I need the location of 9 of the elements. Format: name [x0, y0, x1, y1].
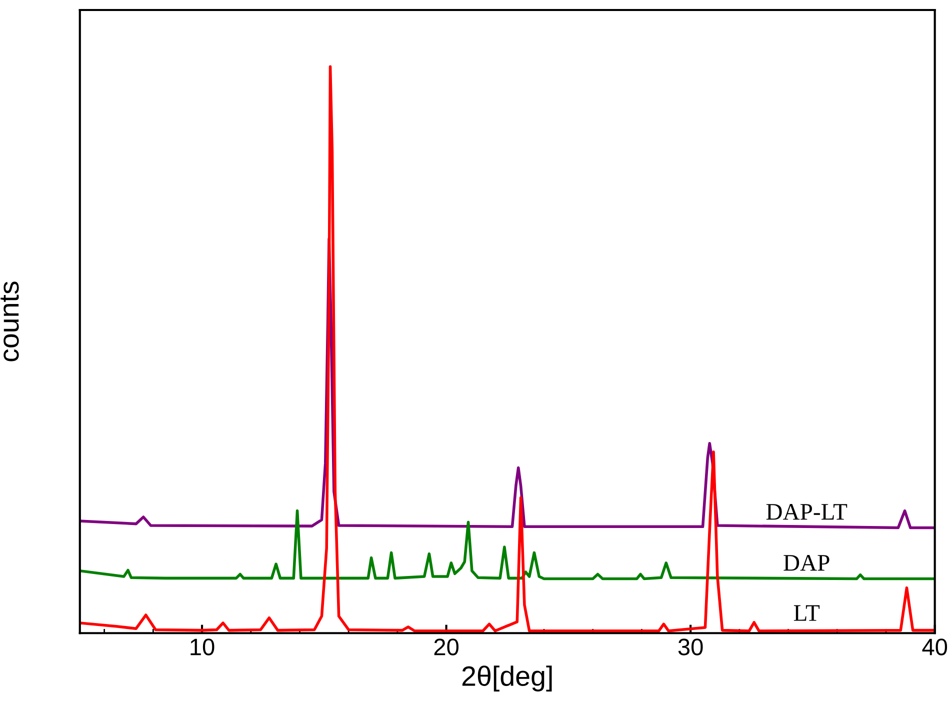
- x-tick-label: 10: [190, 638, 214, 656]
- x-axis-title: 2θ[deg]: [462, 666, 552, 692]
- x-tick-label: 30: [678, 638, 703, 656]
- series-label: DAP-LT: [766, 504, 848, 520]
- series-label: DAP: [784, 554, 830, 571]
- y-axis-title: counts: [0, 282, 19, 362]
- x-tick-label: 40: [922, 638, 948, 656]
- series-label: LT: [794, 605, 820, 621]
- x-tick-label: 20: [434, 638, 458, 656]
